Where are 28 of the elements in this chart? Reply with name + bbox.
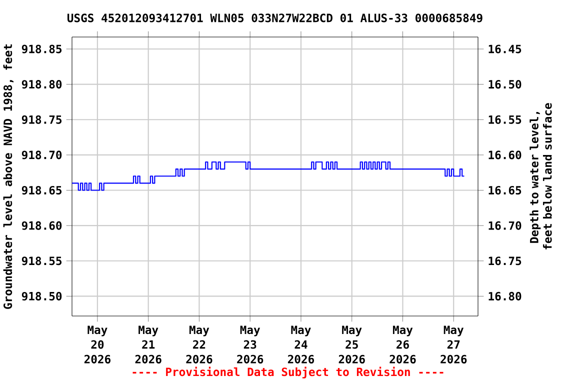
y2-tick-label: 16.75	[488, 256, 522, 266]
y2-tick-label: 16.50	[488, 80, 522, 89]
y-tick-label: 918.65	[22, 186, 62, 195]
y2-tick-label: 16.65	[488, 186, 522, 195]
chart-title: USGS 452012093412701 WLN05 033N27W22BCD 01 ALUS-33 0000685849	[67, 14, 482, 22]
text: ---- Provisional Data Subject to Revision ----	[132, 366, 444, 378]
y-tick-label: 918.70	[22, 150, 62, 160]
y-tick-label: 918.85	[22, 44, 62, 54]
y-tick-label: 918.75	[22, 115, 62, 124]
x-tick-label: May 25 2026	[338, 326, 365, 364]
y-tick-label: 918.60	[22, 221, 62, 230]
y-tick-label: 918.55	[22, 256, 62, 266]
x-tick-label: May 23 2026	[237, 326, 264, 364]
x-tick-label: May 21 2026	[135, 326, 162, 364]
y2-tick-label: 16.55	[488, 115, 522, 124]
y2-tick-label: 16.70	[488, 221, 522, 230]
y2-axis-title: Depth to water level, feet below land surface	[530, 103, 552, 250]
x-tick-label: May 27 2026	[440, 326, 467, 364]
y2-tick-label: 16.80	[488, 292, 522, 300]
y2-tick-label: 16.60	[488, 150, 522, 160]
x-tick-label: May 26 2026	[390, 326, 416, 364]
y2-tick-label: 16.45	[488, 44, 522, 54]
y-tick-label: 918.80	[22, 80, 62, 89]
x-tick-label: May 20 2026	[84, 326, 110, 364]
x-tick-label: May 22 2026	[186, 326, 212, 364]
y-axis-title: Groundwater level above NAVD 1988, feet	[3, 44, 14, 309]
y-tick-label: 918.50	[22, 292, 62, 301]
x-tick-label: May 24 2026	[288, 326, 314, 364]
